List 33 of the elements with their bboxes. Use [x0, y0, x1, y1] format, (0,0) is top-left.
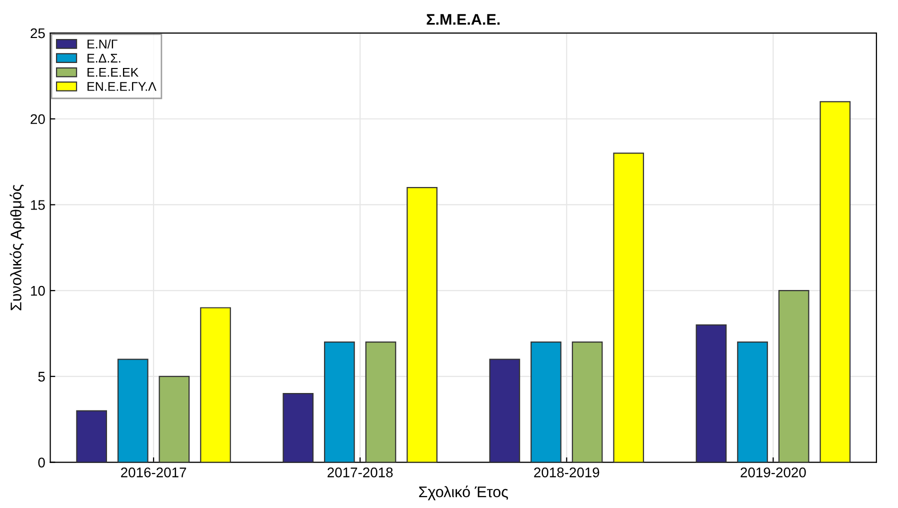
- bar: [778, 290, 810, 462]
- x-tick-label: 2018-2019: [534, 468, 600, 478]
- x-tick-label: 2019-2020: [740, 468, 806, 478]
- y-tick-label: 20: [30, 114, 45, 124]
- bar: [820, 101, 851, 462]
- bar: [324, 342, 355, 462]
- bar: [76, 410, 108, 462]
- chart-title: Σ.Μ.Ε.Α.Ε.: [426, 14, 500, 25]
- y-tick-label: 15: [31, 200, 45, 210]
- bar: [282, 393, 314, 462]
- x-tick-label: 2017-2018: [328, 468, 393, 478]
- legend-label: Ε.Ε.Ε.ΕΚ: [88, 68, 139, 77]
- legend-label: Ε.Δ.Σ.: [88, 54, 120, 62]
- y-tick-label: 25: [30, 28, 45, 38]
- bar: [489, 358, 520, 462]
- y-axis-title: Συνολικός Αριθμός: [10, 184, 24, 310]
- bar: [200, 307, 231, 462]
- bar: [737, 342, 768, 462]
- legend-label: Ε.Ν/Γ: [88, 39, 118, 48]
- bar: [530, 342, 562, 462]
- y-tick-label: 10: [31, 286, 45, 296]
- bar: [365, 342, 396, 462]
- bar: [117, 358, 148, 462]
- legend-label: ΕΝ.Ε.Ε.ΓΥ.Λ: [88, 82, 156, 91]
- bar: [406, 187, 438, 462]
- bar: [696, 324, 727, 462]
- bar: [158, 376, 190, 462]
- bar: [572, 342, 603, 462]
- y-tick-label: 5: [38, 372, 45, 382]
- x-tick-label: 2016-2017: [121, 468, 186, 478]
- bar: [613, 152, 644, 462]
- x-axis-title: Σχολικό Έτος: [419, 486, 508, 500]
- y-tick-label: 0: [38, 458, 45, 468]
